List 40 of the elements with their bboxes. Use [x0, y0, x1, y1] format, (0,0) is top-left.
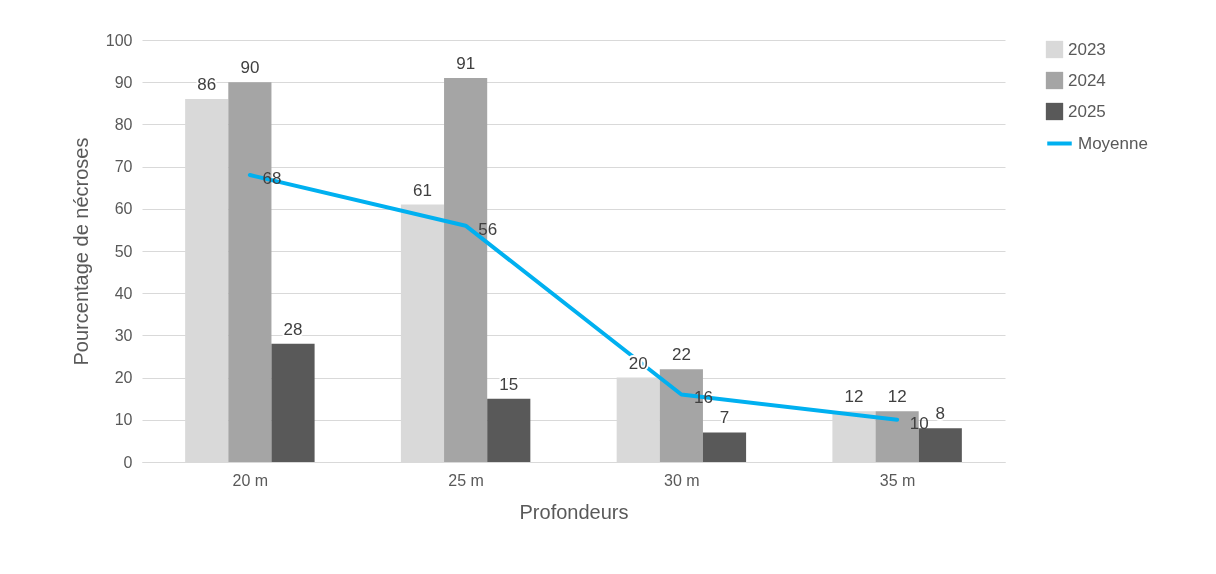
x-tick-label: 35 m [879, 471, 916, 489]
data-label: 7 [719, 408, 730, 428]
data-label: 68 [262, 169, 282, 189]
y-tick-label: 90 [114, 73, 133, 91]
y-tick-label: 80 [114, 115, 133, 133]
y-axis-title: Pourcentage de nécroses [69, 137, 92, 366]
legend-label: 2025 [1068, 101, 1106, 121]
data-label: 61 [413, 180, 432, 200]
bar [271, 343, 315, 462]
y-tick-label: 50 [114, 242, 133, 260]
bar [487, 398, 531, 462]
data-label: 22 [671, 345, 691, 365]
x-axis-title: Profondeurs [519, 500, 629, 523]
legend-label: Moyenne [1078, 133, 1148, 153]
y-tick-label: 20 [114, 369, 133, 387]
y-tick-label: 10 [114, 411, 133, 429]
data-label: 56 [478, 219, 498, 239]
data-label: 91 [456, 53, 476, 73]
x-tick-label: 30 m [664, 471, 700, 489]
data-label: 86 [197, 75, 217, 95]
data-label: 16 [693, 388, 713, 408]
data-label: 12 [887, 387, 907, 407]
x-tick-label: 25 m [448, 471, 484, 489]
data-label: 28 [283, 319, 303, 339]
y-tick-label: 0 [123, 453, 133, 471]
legend-label: 2023 [1068, 39, 1106, 59]
y-tick-label: 70 [114, 158, 133, 176]
y-tick-label: 100 [105, 31, 133, 49]
data-label: 8 [935, 404, 946, 424]
data-label: 10 [909, 413, 929, 433]
data-label: 15 [499, 374, 519, 394]
data-label: 90 [240, 58, 260, 78]
data-label: 12 [844, 387, 864, 407]
y-tick-label: 40 [114, 284, 133, 302]
legend-label: 2024 [1068, 70, 1106, 90]
bar [702, 432, 747, 462]
y-tick-label: 30 [114, 326, 133, 344]
y-tick-label: 60 [114, 200, 133, 218]
x-tick-label: 20 m [232, 471, 269, 489]
bar [918, 428, 962, 462]
